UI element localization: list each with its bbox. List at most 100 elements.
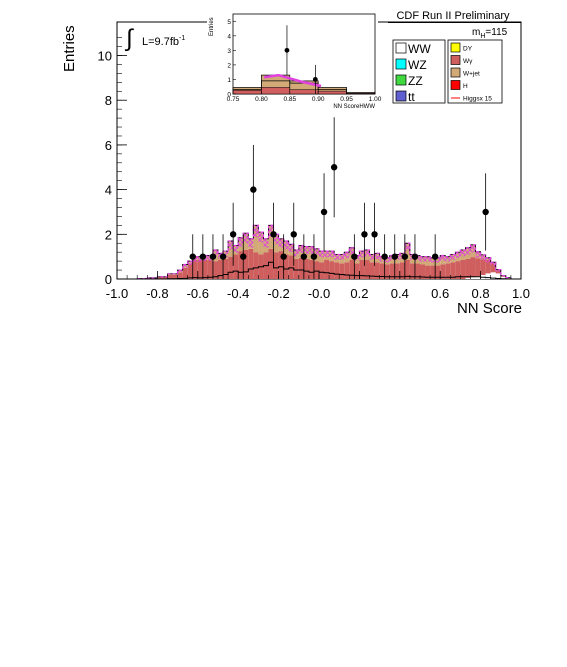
y-axis-label: Entries	[61, 25, 78, 72]
uncertainty-bin	[258, 232, 264, 243]
uncertainty-bin	[460, 249, 466, 257]
inset-data-marker	[284, 47, 290, 53]
x-tick-label: 0.8	[472, 286, 490, 301]
bin-bar	[414, 263, 420, 279]
bin-bar	[404, 243, 410, 260]
uncertainty-bin	[273, 234, 279, 245]
bin-bar	[430, 265, 436, 279]
legend-label: H	[463, 83, 468, 90]
uncertainty-bin	[339, 254, 345, 260]
uncertainty-bin	[303, 246, 309, 254]
bin-bar	[207, 260, 213, 279]
data-point	[482, 173, 489, 251]
y-tick-label: 0	[105, 272, 112, 287]
inset-y-tick-label: 2	[227, 62, 231, 69]
uncertainty-bin	[263, 238, 269, 248]
uncertainty-bin	[334, 254, 340, 260]
uncertainty-bin	[283, 241, 289, 250]
bin-bar	[490, 272, 496, 279]
data-point	[270, 202, 277, 266]
luminosity-label: ∫ L=9.7fb-1	[124, 25, 185, 52]
bin-bar	[465, 277, 471, 279]
bin-bar	[167, 274, 178, 279]
bin-bar	[359, 260, 365, 279]
bin-bar	[293, 258, 299, 279]
data-point	[250, 144, 257, 235]
uncertainty-bin	[450, 254, 456, 260]
bin-bar	[329, 261, 335, 279]
legend-label: WZ	[408, 58, 427, 72]
bin-bar	[440, 264, 446, 279]
uncertainty-bin	[187, 261, 193, 266]
svg-text:L=9.7fb-1: L=9.7fb-1	[142, 35, 185, 48]
uncertainty-bin	[192, 256, 198, 262]
integral-symbol: ∫	[124, 25, 134, 52]
bin-bar	[202, 260, 208, 279]
bin-bar	[288, 255, 294, 279]
inset-y-tick-label: 3	[227, 48, 231, 55]
inset-wgamma-bar	[261, 87, 291, 95]
data-point	[411, 234, 419, 279]
legend-swatch	[450, 42, 461, 53]
bin-bar	[399, 262, 405, 279]
x-tick-label: -0.2	[267, 286, 289, 301]
y-tick-label: 4	[105, 183, 112, 198]
data-point	[401, 234, 409, 279]
uncertainty-bin	[455, 252, 461, 259]
uncertainty-bin	[490, 262, 496, 266]
bin-bar	[394, 263, 400, 279]
bin-bar	[349, 260, 355, 279]
legend-label: DY	[463, 46, 473, 53]
data-marker	[431, 253, 439, 260]
bin-bar	[470, 277, 476, 279]
data-marker	[361, 231, 368, 238]
uncertainty-bin	[425, 256, 431, 262]
data-marker	[280, 253, 287, 260]
bin-bar	[253, 225, 259, 253]
bin-bar	[455, 261, 461, 279]
data-point	[229, 202, 237, 266]
uncertainty-bin	[369, 254, 375, 260]
inset-y-tick-label: 0	[227, 92, 231, 99]
data-point	[219, 234, 227, 279]
inset-x-tick-label: 1.00	[369, 96, 382, 103]
bin-bar	[490, 263, 496, 273]
uncertainty-bin	[313, 248, 319, 256]
bin-bar	[450, 262, 456, 279]
axes: -1.0 -0.8 -0.6 -0.4 -0.2 -0.0 0.2 0.4 0.6 0.8 1.00…	[98, 37, 530, 301]
x-tick-label: 1.0	[512, 286, 530, 301]
y-tick-label: 10	[98, 49, 112, 64]
uncertainty-bin	[243, 233, 249, 244]
data-marker	[270, 231, 277, 238]
legend-label: W+jet	[463, 71, 480, 78]
inset-x-tick-label: 0.85	[283, 96, 296, 103]
inset-x-tick-label: 0.95	[340, 96, 353, 103]
data-point	[371, 202, 378, 266]
uncertainty-bin	[465, 247, 471, 255]
uncertainty-bin	[359, 251, 365, 258]
bin-bar	[197, 260, 203, 279]
bin-bar	[243, 249, 249, 279]
bin-bar	[384, 264, 390, 279]
legend-swatch	[395, 74, 407, 86]
bin-bar	[339, 263, 345, 279]
bin-bar	[445, 263, 451, 279]
legend-label: WW	[408, 42, 431, 56]
data-point	[280, 234, 287, 279]
uncertainty-bin	[475, 251, 481, 258]
bin-bar	[248, 248, 254, 279]
legend-label: Wγ	[463, 58, 473, 65]
data-point	[290, 202, 297, 266]
data-points	[189, 117, 489, 279]
uncertainty-bin	[384, 257, 390, 263]
bin-bar	[460, 260, 466, 279]
uncertainty-bin	[480, 254, 486, 261]
bin-bar	[273, 252, 279, 279]
bin-bar	[379, 263, 385, 279]
bin-bar	[253, 252, 259, 279]
data-point	[330, 117, 338, 218]
uncertainty-bin	[364, 249, 370, 257]
data-point	[431, 234, 439, 279]
data-marker	[381, 253, 388, 260]
